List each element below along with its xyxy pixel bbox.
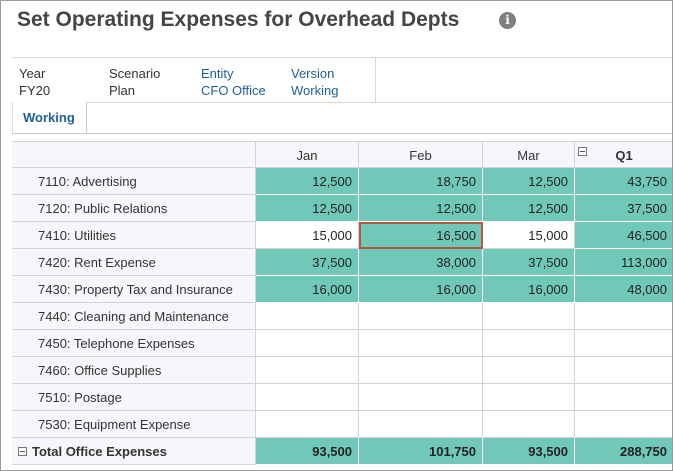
data-cell[interactable]: 15,000: [483, 222, 575, 249]
total-cell[interactable]: 93,500: [256, 438, 359, 465]
table-row: 7420: Rent Expense 37,500 38,000 37,500 …: [12, 249, 672, 276]
pov-entity-label[interactable]: Entity: [201, 66, 234, 81]
data-cell[interactable]: 16,000: [483, 276, 575, 303]
data-cell[interactable]: 37,500: [483, 249, 575, 276]
table-row: 7440: Cleaning and Maintenance: [12, 303, 672, 330]
data-cell[interactable]: [575, 330, 672, 357]
data-cell[interactable]: [256, 330, 359, 357]
total-cell[interactable]: 93,500: [483, 438, 575, 465]
corner-cell: [12, 141, 256, 168]
tab-working[interactable]: Working: [12, 102, 87, 133]
data-cell[interactable]: 113,000: [575, 249, 672, 276]
col-header-mar[interactable]: Mar: [483, 141, 575, 168]
data-cell[interactable]: 12,500: [483, 168, 575, 195]
data-cell[interactable]: [359, 411, 483, 438]
data-cell[interactable]: [256, 303, 359, 330]
data-cell[interactable]: [483, 357, 575, 384]
data-cell[interactable]: 46,500: [575, 222, 672, 249]
page-title: Set Operating Expenses for Overhead Dept…: [17, 8, 460, 31]
data-cell[interactable]: 12,500: [256, 168, 359, 195]
pov-version-label[interactable]: Version: [291, 66, 335, 81]
data-cell[interactable]: [256, 411, 359, 438]
data-cell[interactable]: [483, 411, 575, 438]
total-row: Total Office Expenses 93,500 101,750 93,…: [12, 438, 672, 465]
data-cell[interactable]: [359, 303, 483, 330]
col-header-q1-label: Q1: [615, 148, 633, 163]
pov-entity[interactable]: Entity CFO Office: [201, 58, 291, 102]
table-row: 7460: Office Supplies: [12, 357, 672, 384]
data-cell[interactable]: [256, 357, 359, 384]
table-row: 7510: Postage: [12, 384, 672, 411]
data-cell[interactable]: 12,500: [359, 195, 483, 222]
grid-header-row: Jan Feb Mar Q1: [12, 141, 672, 168]
data-cell[interactable]: 16,000: [256, 276, 359, 303]
row-label[interactable]: 7420: Rent Expense: [12, 249, 256, 276]
pov-version-value[interactable]: Working: [291, 83, 339, 98]
data-cell[interactable]: [483, 384, 575, 411]
data-cell[interactable]: 12,500: [483, 195, 575, 222]
selected-data-cell[interactable]: 16,500: [359, 222, 483, 249]
pov-scenario-label: Scenario: [109, 66, 161, 81]
data-cell[interactable]: [359, 357, 483, 384]
total-cell[interactable]: 288,750: [575, 438, 672, 465]
data-cell[interactable]: 37,500: [256, 249, 359, 276]
pov-entity-value[interactable]: CFO Office: [201, 83, 266, 98]
data-cell[interactable]: [359, 384, 483, 411]
data-cell[interactable]: 16,000: [359, 276, 483, 303]
info-icon[interactable]: i: [499, 12, 516, 29]
data-cell[interactable]: [575, 303, 672, 330]
table-row: 7530: Equipment Expense: [12, 411, 672, 438]
row-label[interactable]: 7110: Advertising: [12, 168, 256, 195]
data-cell[interactable]: 48,000: [575, 276, 672, 303]
row-label[interactable]: 7530: Equipment Expense: [12, 411, 256, 438]
col-header-feb[interactable]: Feb: [359, 141, 483, 168]
pov-version[interactable]: Version Working: [291, 58, 376, 102]
tab-bar: Working: [12, 102, 672, 134]
data-cell[interactable]: [359, 330, 483, 357]
pov-year-value: FY20: [19, 83, 51, 98]
data-cell[interactable]: [256, 384, 359, 411]
pov-scenario: Scenario Plan: [109, 58, 191, 102]
data-cell[interactable]: [483, 303, 575, 330]
pov-scenario-value: Plan: [109, 83, 136, 98]
data-cell[interactable]: 37,500: [575, 195, 672, 222]
collapse-minus-icon[interactable]: [18, 447, 27, 456]
total-row-label[interactable]: Total Office Expenses: [12, 438, 256, 465]
data-cell[interactable]: 18,750: [359, 168, 483, 195]
row-label[interactable]: 7430: Property Tax and Insurance: [12, 276, 256, 303]
col-header-jan[interactable]: Jan: [256, 141, 359, 168]
row-label[interactable]: 7440: Cleaning and Maintenance: [12, 303, 256, 330]
total-label: Total Office Expenses: [32, 444, 167, 459]
pov-year-label: Year: [19, 66, 46, 81]
table-row: 7410: Utilities 15,000 16,500 15,000 46,…: [12, 222, 672, 249]
table-row: 7120: Public Relations 12,500 12,500 12,…: [12, 195, 672, 222]
total-cell[interactable]: 101,750: [359, 438, 483, 465]
data-cell[interactable]: 43,750: [575, 168, 672, 195]
row-label[interactable]: 7410: Utilities: [12, 222, 256, 249]
row-label[interactable]: 7120: Public Relations: [12, 195, 256, 222]
pov-bar: Year FY20 Scenario Plan Entity CFO Offic…: [12, 57, 672, 103]
table-row: 7110: Advertising 12,500 18,750 12,500 4…: [12, 168, 672, 195]
col-header-q1[interactable]: Q1: [575, 141, 672, 168]
data-cell[interactable]: 38,000: [359, 249, 483, 276]
row-label[interactable]: 7460: Office Supplies: [12, 357, 256, 384]
table-row: 7450: Telephone Expenses: [12, 330, 672, 357]
data-cell[interactable]: [483, 330, 575, 357]
pov-year: Year FY20: [19, 58, 109, 102]
row-label[interactable]: 7450: Telephone Expenses: [12, 330, 256, 357]
data-cell[interactable]: 12,500: [256, 195, 359, 222]
row-label[interactable]: 7510: Postage: [12, 384, 256, 411]
collapse-minus-icon[interactable]: [578, 147, 587, 156]
data-cell[interactable]: [575, 411, 672, 438]
data-cell[interactable]: [575, 384, 672, 411]
table-row: 7430: Property Tax and Insurance 16,000 …: [12, 276, 672, 303]
data-cell[interactable]: 15,000: [256, 222, 359, 249]
data-cell[interactable]: [575, 357, 672, 384]
